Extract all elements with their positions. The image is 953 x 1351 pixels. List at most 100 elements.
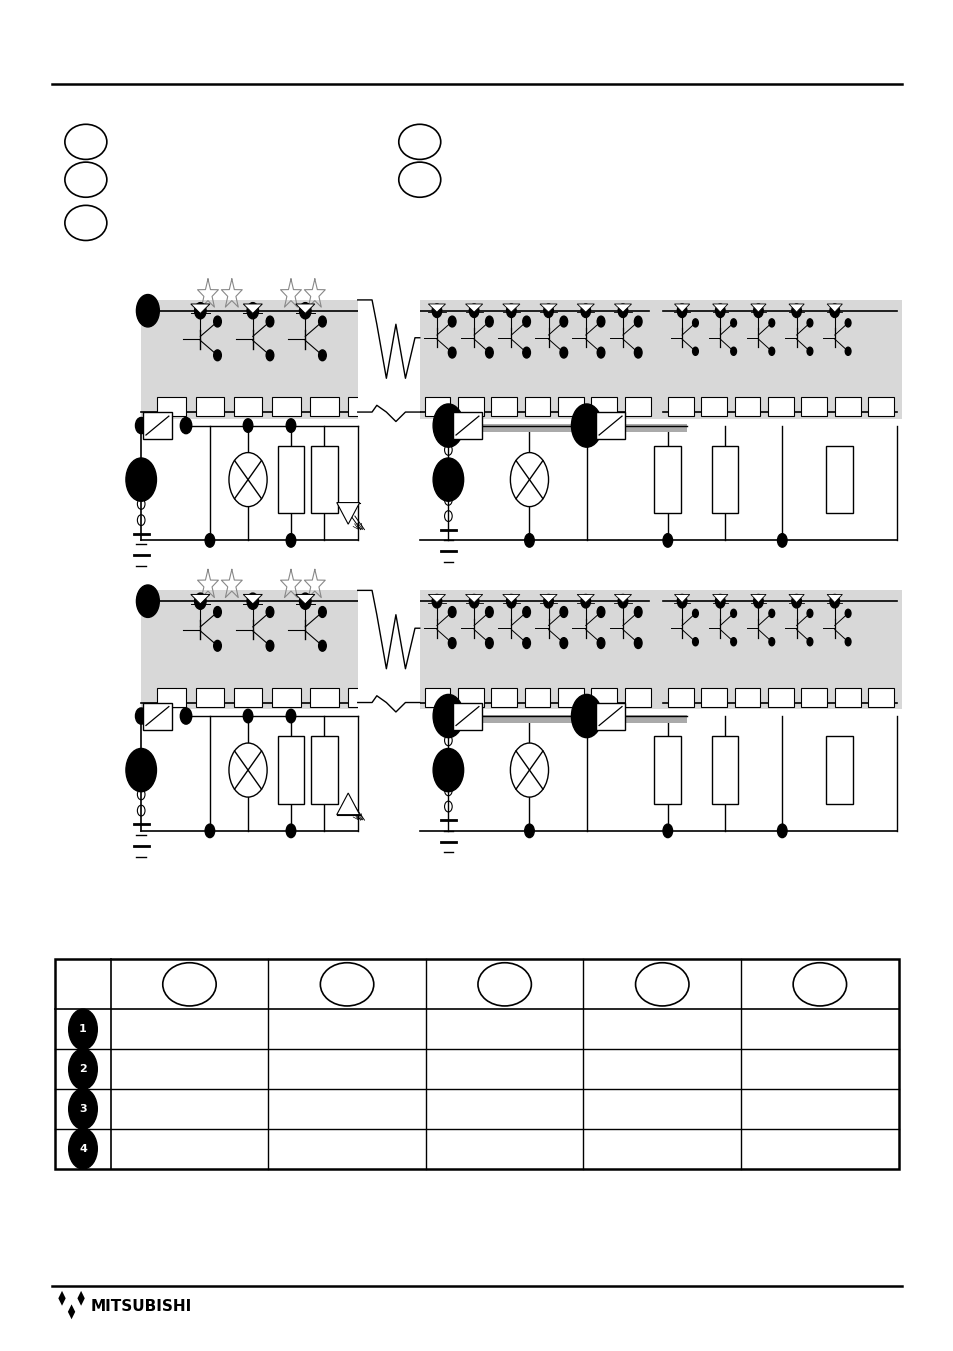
Bar [233, 688, 262, 707]
Bar [624, 397, 650, 416]
Bar [591, 397, 617, 416]
Circle shape [634, 607, 641, 617]
Circle shape [135, 708, 147, 724]
Polygon shape [336, 503, 359, 524]
Circle shape [485, 347, 493, 358]
Bar [801, 397, 826, 416]
Circle shape [180, 417, 192, 434]
Circle shape [715, 594, 724, 608]
Circle shape [844, 609, 850, 617]
Circle shape [485, 316, 493, 327]
Circle shape [571, 694, 601, 738]
Circle shape [524, 824, 534, 838]
Circle shape [448, 316, 456, 327]
Circle shape [318, 640, 326, 651]
Text: MITSUBISHI: MITSUBISHI [91, 1298, 192, 1315]
Polygon shape [750, 594, 765, 603]
Bar [277, 736, 304, 804]
Bar [310, 397, 338, 416]
Circle shape [806, 609, 812, 617]
Bar [348, 688, 376, 707]
Circle shape [286, 419, 295, 432]
Bar [457, 397, 483, 416]
Circle shape [448, 607, 456, 617]
Circle shape [433, 748, 463, 792]
Polygon shape [428, 304, 445, 312]
Polygon shape [336, 793, 359, 815]
Circle shape [662, 824, 672, 838]
Circle shape [299, 593, 311, 609]
Circle shape [522, 638, 530, 648]
Bar [524, 688, 550, 707]
Circle shape [730, 638, 736, 646]
Polygon shape [539, 594, 557, 603]
Bar [453, 412, 481, 439]
Bar [767, 688, 793, 707]
Circle shape [715, 304, 724, 317]
Circle shape [597, 347, 604, 358]
Circle shape [469, 304, 478, 317]
Circle shape [522, 316, 530, 327]
Bar [457, 688, 483, 707]
Bar [834, 688, 860, 707]
Bar [415, 300, 901, 419]
Circle shape [559, 347, 567, 358]
Bar [311, 446, 337, 513]
Bar [867, 397, 893, 416]
Circle shape [266, 640, 274, 651]
Bar [801, 688, 826, 707]
Bar [233, 397, 262, 416]
Bar [654, 736, 680, 804]
Polygon shape [674, 304, 689, 312]
Bar [357, 590, 419, 712]
Circle shape [286, 709, 295, 723]
Bar [143, 412, 172, 439]
Circle shape [136, 295, 159, 327]
Bar [357, 300, 419, 422]
Circle shape [524, 534, 534, 547]
Bar [448, 715, 686, 723]
Circle shape [469, 594, 478, 608]
Bar [767, 397, 793, 416]
Circle shape [580, 708, 592, 724]
Bar [157, 688, 186, 707]
Polygon shape [295, 304, 314, 313]
Bar [272, 397, 300, 416]
Circle shape [213, 316, 221, 327]
Polygon shape [674, 594, 689, 603]
Bar [596, 412, 624, 439]
Circle shape [247, 303, 258, 319]
Bar [195, 688, 224, 707]
Polygon shape [191, 304, 210, 313]
Circle shape [806, 319, 812, 327]
Circle shape [692, 319, 698, 327]
Circle shape [634, 316, 641, 327]
Circle shape [318, 316, 326, 327]
Circle shape [753, 304, 762, 317]
Polygon shape [539, 304, 557, 312]
Circle shape [126, 458, 156, 501]
Bar [711, 446, 738, 513]
Circle shape [806, 347, 812, 355]
Bar [55, 959, 898, 1169]
Polygon shape [502, 594, 519, 603]
Circle shape [247, 593, 258, 609]
Circle shape [597, 607, 604, 617]
Circle shape [126, 748, 156, 792]
Text: 3: 3 [79, 1104, 87, 1115]
Circle shape [580, 417, 592, 434]
Circle shape [69, 1009, 97, 1050]
Circle shape [730, 347, 736, 355]
Bar [825, 446, 852, 513]
Circle shape [229, 743, 267, 797]
Circle shape [448, 347, 456, 358]
Circle shape [692, 638, 698, 646]
Circle shape [229, 453, 267, 507]
Circle shape [205, 824, 214, 838]
Circle shape [318, 607, 326, 617]
Circle shape [432, 304, 441, 317]
Circle shape [829, 304, 839, 317]
Circle shape [580, 594, 590, 608]
Circle shape [194, 303, 206, 319]
Circle shape [433, 694, 463, 738]
